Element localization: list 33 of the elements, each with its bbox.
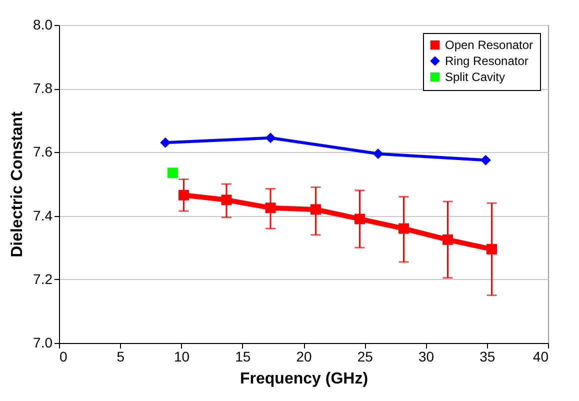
y-tick-label: 7.4 [33,207,53,224]
x-tick-label: 5 [116,348,125,364]
x-tick-label: 15 [235,348,251,364]
point [167,168,178,178]
x-axis-title: Frequency (GHz) [240,370,368,388]
legend-label: Open Resonator [445,38,534,52]
y-axis-title: Dielectric Constant [9,110,26,258]
point [442,234,453,245]
legend-label: Split Cavity [445,70,506,84]
point [354,214,365,224]
y-tick-label: 7.6 [33,144,53,160]
point [178,190,189,200]
point [221,194,232,206]
point [398,223,409,234]
point [160,137,171,148]
legend-label: Ring Resonator [445,54,528,68]
y-tick-label: 7.8 [33,80,53,96]
y-tick-label: 7.0 [33,334,53,350]
y-tick-label: 8.0 [33,16,53,32]
x-tick-label: 35 [480,348,496,364]
x-tick-label: 25 [357,348,374,364]
x-tick-label: 30 [418,348,434,364]
point [480,154,491,166]
point [265,202,276,214]
x-tick-label: 20 [296,348,312,364]
point [310,204,321,215]
point [486,244,498,254]
x-tick-label: 0 [60,348,68,364]
x-tick-label: 40 [532,348,549,364]
point [372,148,384,160]
y-tick-label: 7.2 [33,270,53,287]
point [265,132,276,144]
x-tick-label: 10 [174,348,190,364]
